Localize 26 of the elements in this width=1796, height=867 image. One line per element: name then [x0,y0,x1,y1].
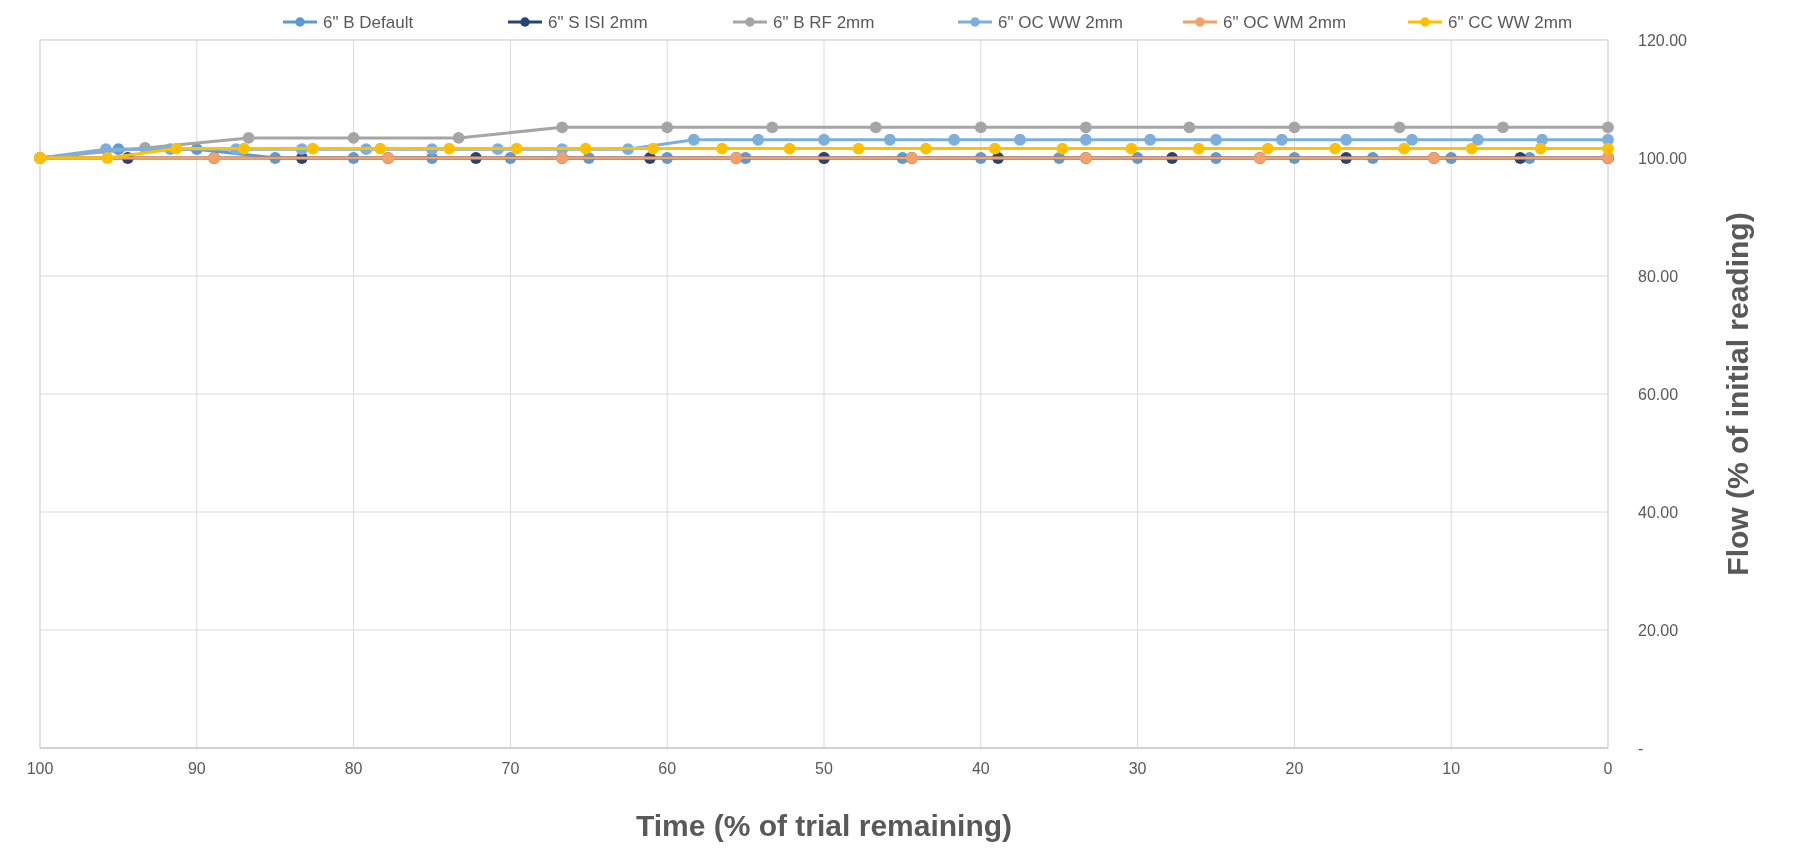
x-tick-label: 80 [344,760,363,777]
legend-label: 6" S ISI 2mm [548,13,648,32]
x-tick-label: 20 [1285,760,1304,777]
x-tick-label: 50 [815,760,833,777]
y-tick-label: 80.00 [1638,268,1679,285]
x-tick-label: 60 [658,760,677,777]
x-tick-label: 10 [1442,760,1461,777]
x-axis-title: Time (% of trial remaining) [635,809,1013,842]
y-tick-label: 120.00 [1638,32,1688,49]
y-axis-title: Flow (% of initial reading) [1721,212,1754,576]
y-tick-label: - [1638,740,1644,757]
legend-label: 6" OC WM 2mm [1223,13,1347,32]
x-tick-label: 70 [501,760,520,777]
legend-label: 6" OC WW 2mm [998,13,1124,32]
legend-label: 6" B Default [323,13,414,32]
x-tick-label: 90 [187,760,206,777]
y-tick-label: 20.00 [1638,622,1679,639]
legend-label: 6" CC WW 2mm [1448,13,1573,32]
x-tick-label: 0 [1603,760,1613,777]
legend-label: 6" B RF 2mm [773,13,875,32]
x-tick-label: 40 [971,760,990,777]
y-tick-label: 60.00 [1638,386,1679,403]
y-tick-label: 40.00 [1638,504,1679,521]
x-tick-label: 100 [26,760,54,777]
y-tick-label: 100.00 [1638,150,1688,167]
x-tick-label: 30 [1128,760,1147,777]
